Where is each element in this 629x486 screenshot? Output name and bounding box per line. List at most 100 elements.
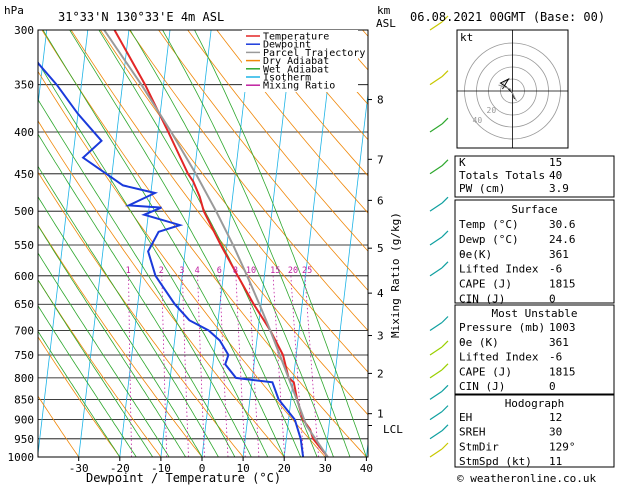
wind-barb-flag (441, 70, 449, 78)
table-box (454, 304, 615, 395)
dry-adiabat (38, 336, 121, 457)
table-row-value: 11 (549, 455, 562, 468)
dry-adiabat (245, 30, 368, 177)
wet-adiabat (38, 195, 203, 457)
pressure-axis: 300 350 400 450 500 550 600 650 700 750 800 850 900 9… (8, 24, 35, 464)
location-title: 31°33'N 130°33'E 4m ASL (58, 10, 224, 24)
table-row-value: -6 (549, 351, 562, 364)
pressure-tick-label: 300 (14, 24, 34, 37)
mixing-ratio-line (304, 275, 319, 457)
pressure-tick-label: 850 (14, 393, 34, 406)
mixing-ratio-line (272, 275, 286, 457)
table-box (454, 394, 615, 468)
hpa-label: hPa (4, 4, 24, 17)
pressure-tick-label: 400 (14, 126, 34, 139)
legend-label: Parcel Trajectory (263, 48, 365, 59)
dry-adiabat (274, 30, 368, 141)
pressure-tick-label: 1000 (8, 451, 35, 464)
wet-adiabat (129, 30, 334, 457)
temp-tick-label: -30 (69, 462, 89, 475)
x-axis-label: Dewpoint / Temperature (°C) (86, 471, 281, 485)
wet-adiabat (194, 30, 367, 457)
table-row-value: 30 (549, 426, 562, 439)
wet-adiabat (38, 61, 269, 457)
series-temperature (113, 30, 329, 457)
wind-barb-flag (441, 424, 449, 432)
table-row-value: 361 (549, 248, 569, 261)
wind-barb (429, 165, 443, 175)
km-tick-label: 1 (377, 408, 384, 421)
mixing-ratio-label: 20 (288, 266, 298, 276)
wet-adiabat (162, 30, 351, 457)
wet-adiabat (38, 165, 219, 457)
isotherm (119, 30, 171, 457)
pressure-tick-label: 950 (14, 433, 34, 446)
table-row-value: 1003 (549, 321, 576, 334)
dry-adiabat (158, 30, 368, 291)
wind-barb (429, 123, 443, 133)
table-row-value: 3.9 (549, 182, 569, 195)
pressure-tick-label: 650 (14, 298, 34, 311)
isotherm (78, 30, 130, 457)
copyright: © weatheronline.co.uk (457, 472, 596, 485)
wet-adiabat (38, 330, 121, 457)
table-row-label: CIN (J) (459, 380, 505, 393)
table-row-label: CAPE (J) (459, 365, 512, 378)
mixing-ratio-line (248, 275, 260, 457)
temp-tick-label: 20 (278, 462, 291, 475)
table-row-label: CIN (J) (459, 293, 505, 306)
pressure-tick-label: 750 (14, 349, 34, 362)
mixing-ratio-label: 8 (233, 266, 238, 276)
mixing-ratio-label: 6 (217, 266, 222, 276)
series-parcel-trajectory (103, 30, 329, 457)
table-row-label: Lifted Index (459, 263, 539, 276)
hodograph-trace-grey (498, 84, 517, 102)
wind-barb-flag (441, 442, 449, 450)
wet-adiabat (38, 279, 154, 457)
wet-adiabat (69, 30, 301, 457)
km-label: km (377, 4, 391, 17)
wind-barb-flag (441, 15, 449, 23)
km-tick-label: 7 (377, 153, 384, 166)
table-box (454, 199, 615, 304)
wind-barb (429, 430, 443, 440)
km-tick-label: 3 (377, 330, 384, 343)
temp-tick-label: -20 (110, 462, 130, 475)
wind-barb (429, 21, 443, 31)
km-tick-label: 2 (377, 367, 384, 380)
legend-label: Wet Adiabat (263, 64, 329, 75)
isotherm (201, 30, 253, 457)
wet-adiabat (42, 30, 285, 457)
series-dewpoint (38, 60, 305, 457)
dry-adiabat (41, 30, 367, 457)
km-axis: 8 7 6 5 4 3 2 1 (368, 94, 384, 426)
table-row-value: 1815 (549, 278, 576, 291)
km-tick-label: 6 (377, 194, 384, 207)
wet-adiabat (38, 224, 186, 457)
isotherm (38, 30, 89, 457)
table-row-label: StmSpd (kt) (459, 455, 532, 468)
wind-barb (429, 202, 443, 212)
mixing-ratio-label: 2 (159, 266, 164, 276)
table-row-value: 12 (549, 411, 562, 424)
stats-tables: K 15 Totals Totals 40 PW (cm) 3.9 Surface Temp … (454, 155, 615, 468)
wind-barb-flag (441, 340, 449, 348)
km-tick-label: 8 (377, 94, 384, 107)
mixing-ratio-label: 15 (270, 266, 280, 276)
table-row-value: 1815 (549, 365, 576, 378)
table-row-label: K (459, 156, 466, 169)
mixing-ratio-line (290, 275, 304, 457)
lcl-label: LCL (383, 423, 403, 436)
wind-barb (429, 448, 443, 458)
table-row-label: θe(K) (459, 248, 492, 261)
table-box (454, 155, 615, 198)
hodograph-kt-label: kt (460, 31, 473, 44)
table-row-value: 361 (549, 336, 569, 349)
mixing-ratio-line (197, 275, 205, 457)
table-row-label: Lifted Index (459, 351, 539, 364)
legend-label: Dewpoint (263, 40, 311, 51)
wind-barb-flag (441, 363, 449, 371)
mixing-ratio-line (161, 275, 168, 457)
